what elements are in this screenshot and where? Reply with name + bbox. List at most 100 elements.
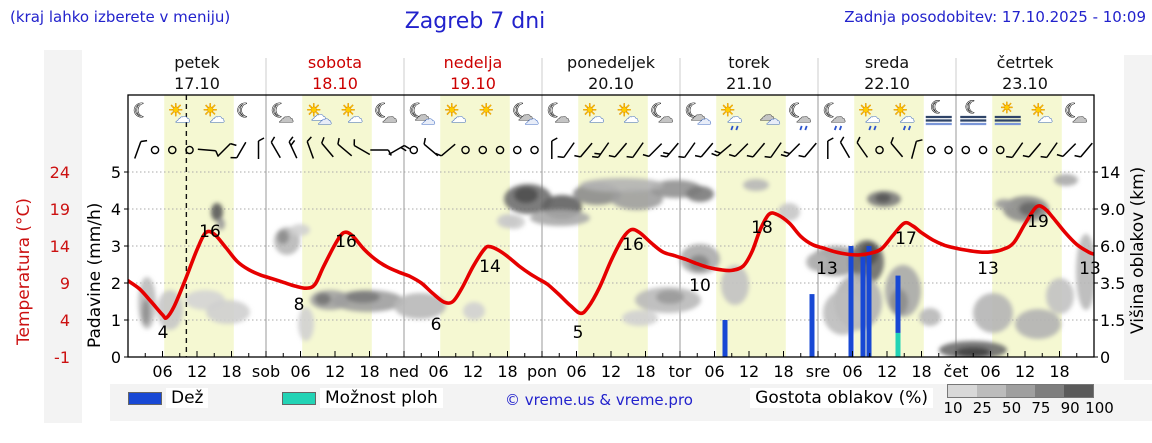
icon-glyph: ☀ — [617, 101, 632, 121]
moon-cloud-icon: ☾☁ — [1064, 99, 1088, 126]
wind-barb-icon — [780, 143, 801, 158]
wind-barb-icon — [626, 142, 644, 159]
calm-wind-icon — [461, 145, 470, 155]
temp-axis-label: 9 — [60, 274, 70, 293]
icon-glyph: ☾ — [271, 100, 288, 122]
wind-barb-icon — [321, 136, 334, 158]
daylight-band — [716, 95, 786, 357]
x-axis-label: 18 — [911, 362, 931, 381]
moon-clouds-icon: ☾☁☁ — [512, 99, 540, 128]
density-color-cell — [948, 385, 977, 397]
day-header-torek: torek 21.10 — [680, 52, 818, 94]
x-axis-label: 12 — [739, 362, 759, 381]
x-axis-label: sob — [252, 362, 280, 381]
rain-drop — [833, 125, 838, 131]
wind-barb-icon — [1056, 143, 1077, 158]
moon-icon: ☾ — [236, 99, 254, 122]
rain-drop — [868, 125, 872, 131]
rain-drop — [735, 125, 739, 131]
rain-drop — [730, 125, 734, 131]
moon-cloud-icon: ☾☁ — [270, 99, 294, 126]
showers-legend-label: Možnost ploh — [320, 388, 443, 408]
cloud-blob — [530, 210, 590, 226]
cloud-blob — [1054, 174, 1078, 186]
precip-axis-label: 0 — [111, 348, 121, 367]
weather-icon-row: ☾ ☀☁ ☀☁ ☾ ☾☁ ☀☁☁ ☀☁ ☾☁ ☾☁☁ ☀☁ ☀ ☾☁☁ ☾☁ ☀☁ ☀☁ ☾☁ ☾☁☁ ☀☁ ☁☁ ☾… — [132, 97, 1088, 131]
wind-barb-icon — [678, 142, 696, 159]
cloud-blob — [806, 253, 828, 271]
temp-axis-label: -1 — [54, 348, 70, 367]
cloud-axis-label: 0 — [1100, 348, 1110, 367]
cloud-blob — [394, 293, 446, 319]
cloud-blob — [743, 179, 769, 191]
icon-glyph: ☾ — [374, 100, 391, 122]
calm-wind-icon — [185, 145, 194, 155]
icon-glyph: ☁ — [318, 112, 332, 128]
icon-glyph: ☾ — [823, 100, 840, 122]
sun-cloud-icon: ☀☁ — [444, 101, 467, 127]
rain-drop — [799, 125, 803, 131]
menu-hint: (kraj lahko izberete v meniju) — [10, 8, 231, 26]
wind-barb-icon — [856, 136, 869, 158]
copyright-link[interactable]: © vreme.us & vreme.pro — [505, 391, 693, 409]
cloud-blob — [277, 230, 289, 244]
moon-cloud-icon: ☾☁ — [650, 99, 674, 126]
wind-barb-icon — [1006, 142, 1024, 159]
wind-barb-icon — [798, 142, 817, 158]
sun-cloud-icon: ☀☁ — [1030, 101, 1053, 127]
density-color-cell — [1006, 385, 1035, 397]
x-axis-label: 06 — [842, 362, 862, 381]
sun-clouds-icon: ☀☁☁ — [306, 101, 333, 129]
temperature-value-label: 14 — [479, 257, 501, 277]
icon-glyph: ☁ — [348, 108, 363, 126]
cloud-blob — [823, 291, 863, 335]
calm-wind-icon — [150, 145, 160, 155]
temperature-value-label: 13 — [977, 259, 999, 279]
calm-wind-icon — [530, 145, 539, 155]
day-header-sreda: sreda 22.10 — [818, 52, 956, 94]
wind-barb-icon — [435, 143, 456, 157]
day-name: petek — [174, 53, 220, 72]
x-axis-label: čet — [944, 362, 969, 381]
day-date: 19.10 — [450, 74, 496, 93]
precip-axis-label: 1 — [111, 311, 121, 330]
wind-barb-icon — [134, 139, 148, 159]
precip-axis-label: 4 — [111, 200, 121, 219]
temp-axis-label: 14 — [50, 237, 70, 256]
x-axis-label: ned — [389, 362, 419, 381]
wind-barb-icon — [694, 142, 714, 158]
cloud-blob — [1015, 309, 1061, 339]
cloud-axis-label: 3.5 — [1100, 274, 1125, 293]
calm-wind-icon — [875, 145, 884, 155]
sun-fog-icon: ☀ — [994, 99, 1021, 126]
last-update: Zadnja posodobitev: 17.10.2025 - 10:09 — [844, 8, 1146, 26]
icon-glyph: ☁ — [311, 106, 326, 124]
cloud-blob — [1046, 278, 1074, 314]
sun-cloud-icon: ☀☁ — [616, 101, 639, 127]
icon-glyph: ☾ — [930, 98, 945, 118]
density-tick-label: 100 — [1085, 399, 1114, 417]
temp-axis-label: 19 — [50, 200, 70, 219]
icon-glyph: ☀ — [306, 101, 321, 121]
moon-cloud-icon: ☾☁ — [546, 99, 570, 126]
day-name: sreda — [864, 53, 910, 72]
cloud-blob — [463, 302, 485, 320]
rain-legend-swatch — [128, 392, 162, 405]
icon-glyph: ☁ — [624, 108, 639, 126]
calm-wind-icon — [961, 145, 971, 155]
wind-barb-icon — [353, 139, 371, 156]
cloud-blob — [611, 188, 663, 210]
clouds-icon: ☁☁ — [759, 106, 781, 129]
wind-barb-icon — [288, 136, 298, 159]
temperature-value-label: 6 — [431, 315, 442, 335]
sun-icon: ☀ — [478, 101, 494, 122]
rain-drop — [907, 125, 912, 131]
wind-barb-icon — [764, 142, 782, 159]
moon-cloud-rain-icon: ☾☁ — [788, 99, 812, 131]
day-date: 23.10 — [1002, 74, 1048, 93]
cloud-blob — [142, 299, 150, 325]
icon-glyph: ☁ — [525, 112, 539, 128]
temperature-value-label: 19 — [1027, 212, 1049, 232]
wind-barb-icon — [910, 139, 923, 159]
